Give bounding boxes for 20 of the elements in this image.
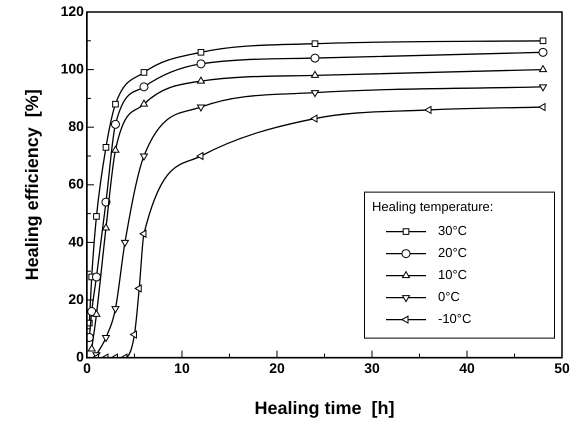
y-tick-label: 80 [68, 118, 84, 134]
legend-title: Healing temperature: [372, 199, 494, 214]
y-tick-label: 0 [76, 348, 84, 364]
x-tick-label: 10 [174, 360, 190, 376]
x-tick-label: 30 [364, 360, 380, 376]
y-tick-label: 120 [60, 2, 84, 19]
legend-label: -10°C [438, 311, 472, 326]
y-axis-title: Healing efficiency [%] [22, 89, 42, 280]
x-tick-label: 50 [554, 360, 570, 376]
x-tick-label: 40 [459, 360, 475, 376]
y-tick-label: 100 [60, 60, 84, 76]
legend-label: 20°C [438, 245, 468, 260]
y-tick-label: 40 [68, 233, 84, 250]
y-tick-label: 60 [68, 176, 84, 192]
y-tick-label: 20 [68, 290, 84, 307]
x-axis-title: Healing time [h] [254, 398, 394, 418]
legend-label: 30°C [438, 223, 468, 238]
legend-label: 10°C [438, 267, 468, 282]
legend-label: 0°C [438, 289, 460, 304]
x-tick-label: 20 [269, 360, 285, 376]
